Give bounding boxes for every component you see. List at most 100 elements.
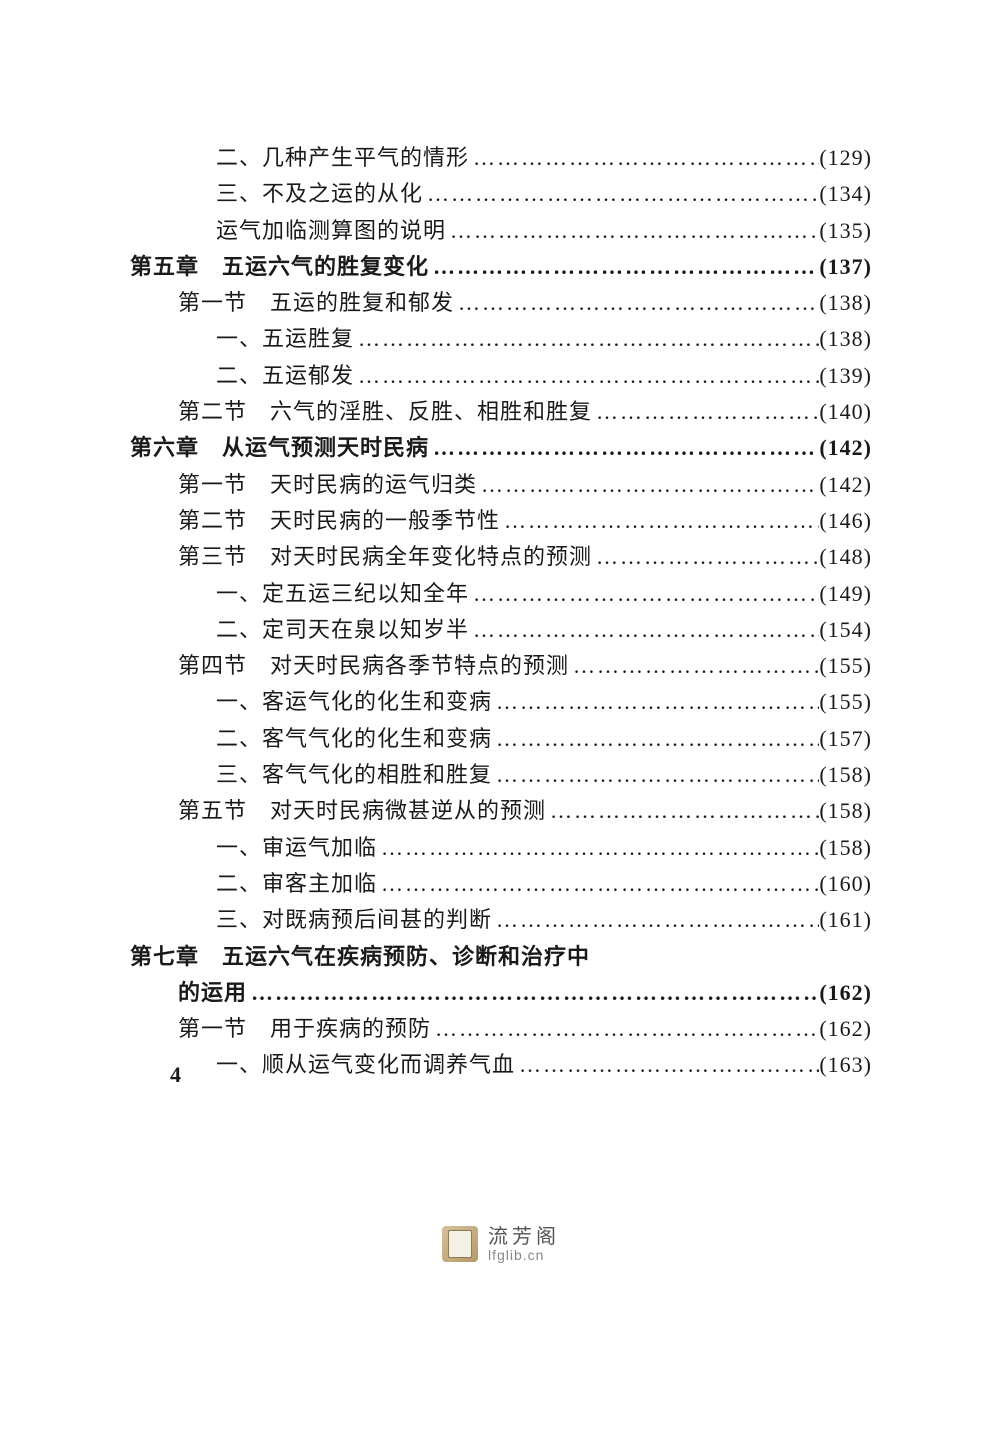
toc-label: 运气加临测算图的说明 <box>216 213 446 249</box>
toc-page-number: (155) <box>819 684 872 720</box>
watermark-text: 流芳阁 lfglib.cn <box>488 1226 560 1263</box>
toc-leader-dots: ………………………………………………………………… <box>469 612 819 648</box>
toc-page-number: (161) <box>819 902 872 938</box>
toc-leader-dots: ………………………………………………………………… <box>546 793 819 829</box>
toc-entry: 二、几种产生平气的情形…………………………………………………………………(129… <box>130 140 872 176</box>
toc-page-number: (142) <box>819 467 872 503</box>
toc-entry: 二、定司天在泉以知岁半…………………………………………………………………(154… <box>130 612 872 648</box>
toc-entry: 第五节 对天时民病微甚逆从的预测………………………………………………………………… <box>130 793 872 829</box>
toc-entry: 第六章 从运气预测天时民病…………………………………………………………………(1… <box>130 430 872 466</box>
toc-entry: 第五章 五运六气的胜复变化…………………………………………………………………(1… <box>130 249 872 285</box>
toc-label: 一、顺从运气变化而调养气血 <box>216 1047 515 1083</box>
toc-leader-dots: ………………………………………………………………… <box>354 321 819 357</box>
toc-page-number: (148) <box>819 539 872 575</box>
toc-page-number: (138) <box>819 321 872 357</box>
toc-label: 一、审运气加临 <box>216 830 377 866</box>
toc-page-number: (146) <box>819 503 872 539</box>
toc-leader-dots: ………………………………………………………………… <box>569 648 819 684</box>
toc-entry: 第一节 天时民病的运气归类…………………………………………………………………(1… <box>130 467 872 503</box>
toc-entry: 第二节 六气的淫胜、反胜、相胜和胜复…………………………………………………………… <box>130 394 872 430</box>
toc-entry: 一、审运气加临…………………………………………………………………(158) <box>130 830 872 866</box>
toc-entry: 一、五运胜复…………………………………………………………………(138) <box>130 321 872 357</box>
toc-leader-dots: ………………………………………………………………… <box>377 866 819 902</box>
toc-page-number: (160) <box>819 866 872 902</box>
toc-page-number: (134) <box>819 176 872 212</box>
toc-page-number: (138) <box>819 285 872 321</box>
toc-entry: 二、审客主加临…………………………………………………………………(160) <box>130 866 872 902</box>
toc-page-number: (129) <box>819 140 872 176</box>
toc-label: 一、五运胜复 <box>216 321 354 357</box>
toc-entry: 三、客气气化的相胜和胜复…………………………………………………………………(15… <box>130 757 872 793</box>
toc-label: 二、审客主加临 <box>216 866 377 902</box>
toc-leader-dots: ………………………………………………………………… <box>492 721 819 757</box>
toc-leader-dots: ………………………………………………………………… <box>492 684 819 720</box>
toc-label: 二、定司天在泉以知岁半 <box>216 612 469 648</box>
toc-page-number: (139) <box>819 358 872 394</box>
toc-label: 第三节 对天时民病全年变化特点的预测 <box>178 539 592 575</box>
toc-label: 二、五运郁发 <box>216 358 354 394</box>
toc-entry: 一、客运气化的化生和变病…………………………………………………………………(15… <box>130 684 872 720</box>
toc-leader-dots: ………………………………………………………………… <box>423 176 819 212</box>
toc-entry: 第三节 对天时民病全年变化特点的预测…………………………………………………………… <box>130 539 872 575</box>
watermark-book-icon <box>442 1226 478 1262</box>
toc-leader-dots: ………………………………………………………………… <box>429 249 819 285</box>
toc-entry: 一、顺从运气变化而调养气血…………………………………………………………………(1… <box>130 1047 872 1083</box>
toc-label: 三、对既病预后间甚的判断 <box>216 902 492 938</box>
toc-page-number: (135) <box>819 213 872 249</box>
toc-entry: 二、客气气化的化生和变病…………………………………………………………………(15… <box>130 721 872 757</box>
toc-label: 一、客运气化的化生和变病 <box>216 684 492 720</box>
toc-page-number: (140) <box>819 394 872 430</box>
toc-leader-dots: ………………………………………………………………… <box>492 757 819 793</box>
toc-leader-dots: ………………………………………………………………… <box>354 358 819 394</box>
toc-leader-dots: ………………………………………………………………… <box>500 503 819 539</box>
toc-entry: 第一节 用于疾病的预防…………………………………………………………………(162… <box>130 1011 872 1047</box>
toc-entry: 的运用…………………………………………………………………(162) <box>130 975 872 1011</box>
toc-label: 第四节 对天时民病各季节特点的预测 <box>178 648 569 684</box>
toc-entry: 三、对既病预后间甚的判断…………………………………………………………………(16… <box>130 902 872 938</box>
toc-leader-dots: ………………………………………………………………… <box>377 830 819 866</box>
toc-leader-dots: ………………………………………………………………… <box>247 975 819 1011</box>
toc-page: 二、几种产生平气的情形…………………………………………………………………(129… <box>0 0 1002 1084</box>
toc-entry: 三、不及之运的从化…………………………………………………………………(134) <box>130 176 872 212</box>
toc-label: 二、客气气化的化生和变病 <box>216 721 492 757</box>
watermark-en: lfglib.cn <box>488 1248 560 1263</box>
toc-entry: 二、五运郁发…………………………………………………………………(139) <box>130 358 872 394</box>
toc-entry: 第四节 对天时民病各季节特点的预测……………………………………………………………… <box>130 648 872 684</box>
toc-label: 第五章 五运六气的胜复变化 <box>130 249 429 285</box>
toc-page-number: (157) <box>819 721 872 757</box>
toc-label: 第六章 从运气预测天时民病 <box>130 430 429 466</box>
toc-label: 第一节 用于疾病的预防 <box>178 1011 431 1047</box>
toc-page-number: (142) <box>819 430 872 466</box>
toc-entry: 第七章 五运六气在疾病预防、诊断和治疗中 <box>130 939 872 975</box>
toc-page-number: (137) <box>819 249 872 285</box>
toc-label: 的运用 <box>178 975 247 1011</box>
toc-leader-dots: ………………………………………………………………… <box>477 467 819 503</box>
toc-label: 第二节 天时民病的一般季节性 <box>178 503 500 539</box>
toc-leader-dots: ………………………………………………………………… <box>592 539 819 575</box>
toc-label: 第二节 六气的淫胜、反胜、相胜和胜复 <box>178 394 592 430</box>
toc-leader-dots: ………………………………………………………………… <box>469 140 819 176</box>
toc-page-number: (158) <box>819 830 872 866</box>
toc-page-number: (158) <box>819 757 872 793</box>
toc-entry: 第二节 天时民病的一般季节性…………………………………………………………………(… <box>130 503 872 539</box>
toc-leader-dots: ………………………………………………………………… <box>592 394 819 430</box>
watermark: 流芳阁 lfglib.cn <box>442 1226 560 1263</box>
toc-list: 二、几种产生平气的情形…………………………………………………………………(129… <box>130 140 872 1084</box>
toc-leader-dots: ………………………………………………………………… <box>469 576 819 612</box>
toc-label: 第七章 五运六气在疾病预防、诊断和治疗中 <box>130 939 590 975</box>
toc-entry: 一、定五运三纪以知全年…………………………………………………………………(149… <box>130 576 872 612</box>
toc-page-number: (158) <box>819 793 872 829</box>
toc-leader-dots: ………………………………………………………………… <box>515 1047 819 1083</box>
toc-leader-dots: ………………………………………………………………… <box>429 430 819 466</box>
toc-page-number: (155) <box>819 648 872 684</box>
toc-label: 第五节 对天时民病微甚逆从的预测 <box>178 793 546 829</box>
toc-page-number: (154) <box>819 612 872 648</box>
toc-leader-dots: ………………………………………………………………… <box>446 213 819 249</box>
watermark-cn: 流芳阁 <box>488 1226 560 1248</box>
toc-leader-dots: ………………………………………………………………… <box>454 285 819 321</box>
toc-page-number: (162) <box>819 1011 872 1047</box>
toc-page-number: (162) <box>819 975 872 1011</box>
toc-label: 第一节 天时民病的运气归类 <box>178 467 477 503</box>
toc-leader-dots: ………………………………………………………………… <box>431 1011 819 1047</box>
toc-page-number: (163) <box>819 1047 872 1083</box>
